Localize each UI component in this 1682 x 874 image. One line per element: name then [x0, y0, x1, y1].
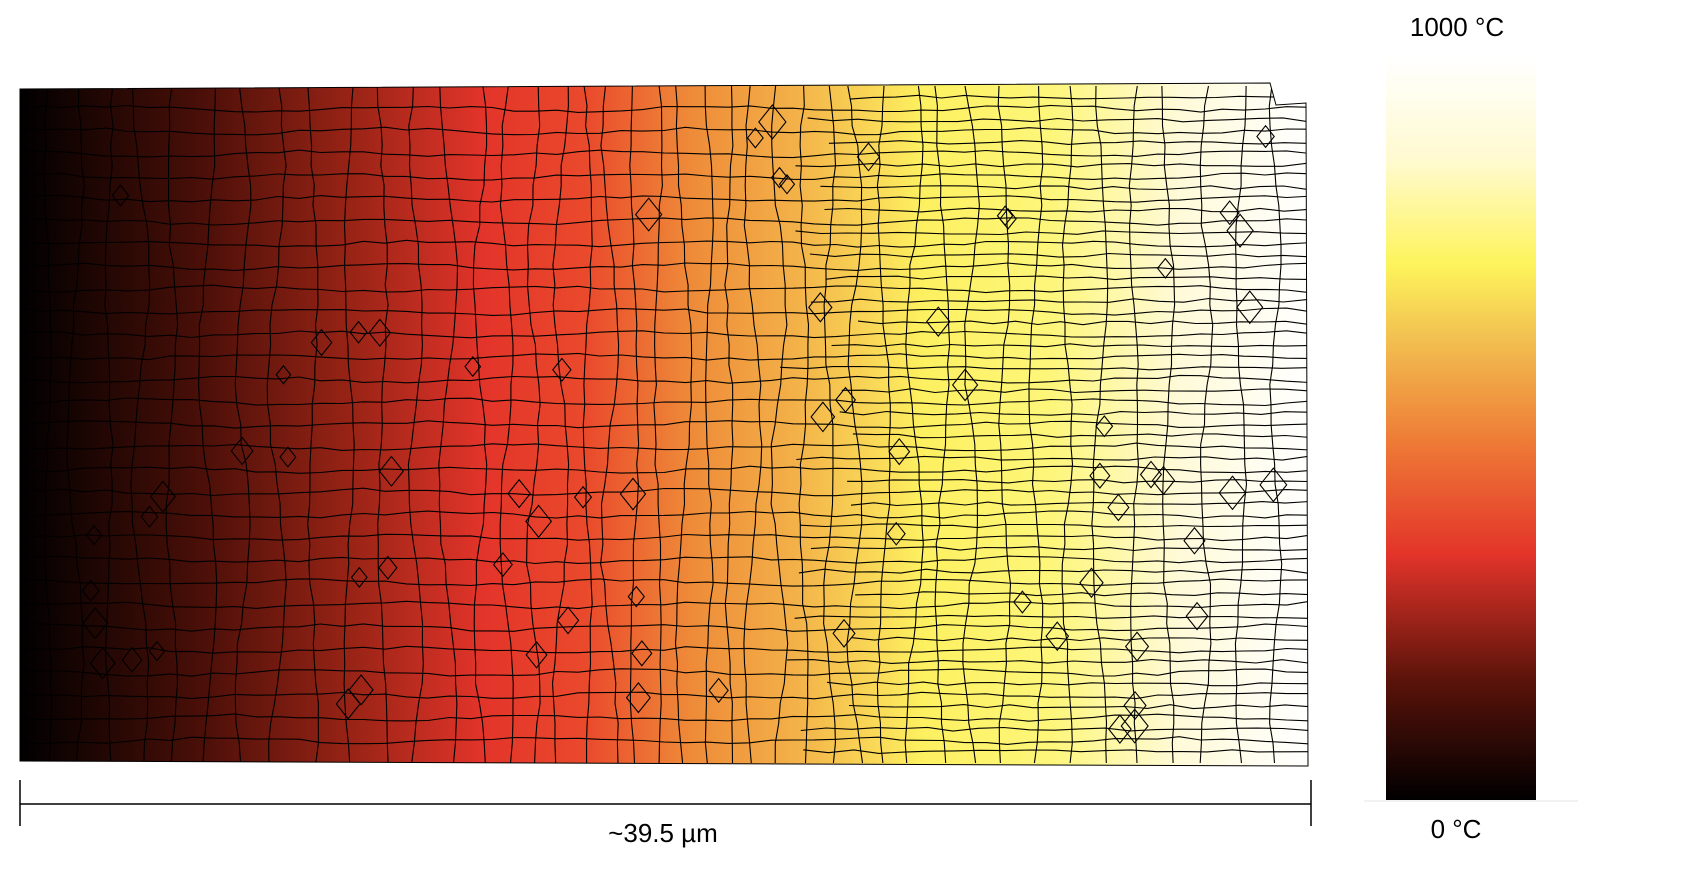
mesh-irregular-cells — [81, 104, 1288, 744]
scale-bar-label: ~39.5 µm — [608, 818, 718, 848]
scale-bar: ~39.5 µm — [19, 780, 1312, 848]
mesh-outline — [19, 82, 1309, 767]
colorbar: 1000 °C 0 °C — [1364, 12, 1578, 844]
mesh-grid-lines — [20, 85, 1308, 764]
mesh-region — [19, 82, 1309, 767]
colorbar-gradient — [1386, 56, 1536, 800]
colorbar-min-label: 0 °C — [1431, 814, 1482, 844]
colorbar-max-label: 1000 °C — [1410, 12, 1504, 42]
